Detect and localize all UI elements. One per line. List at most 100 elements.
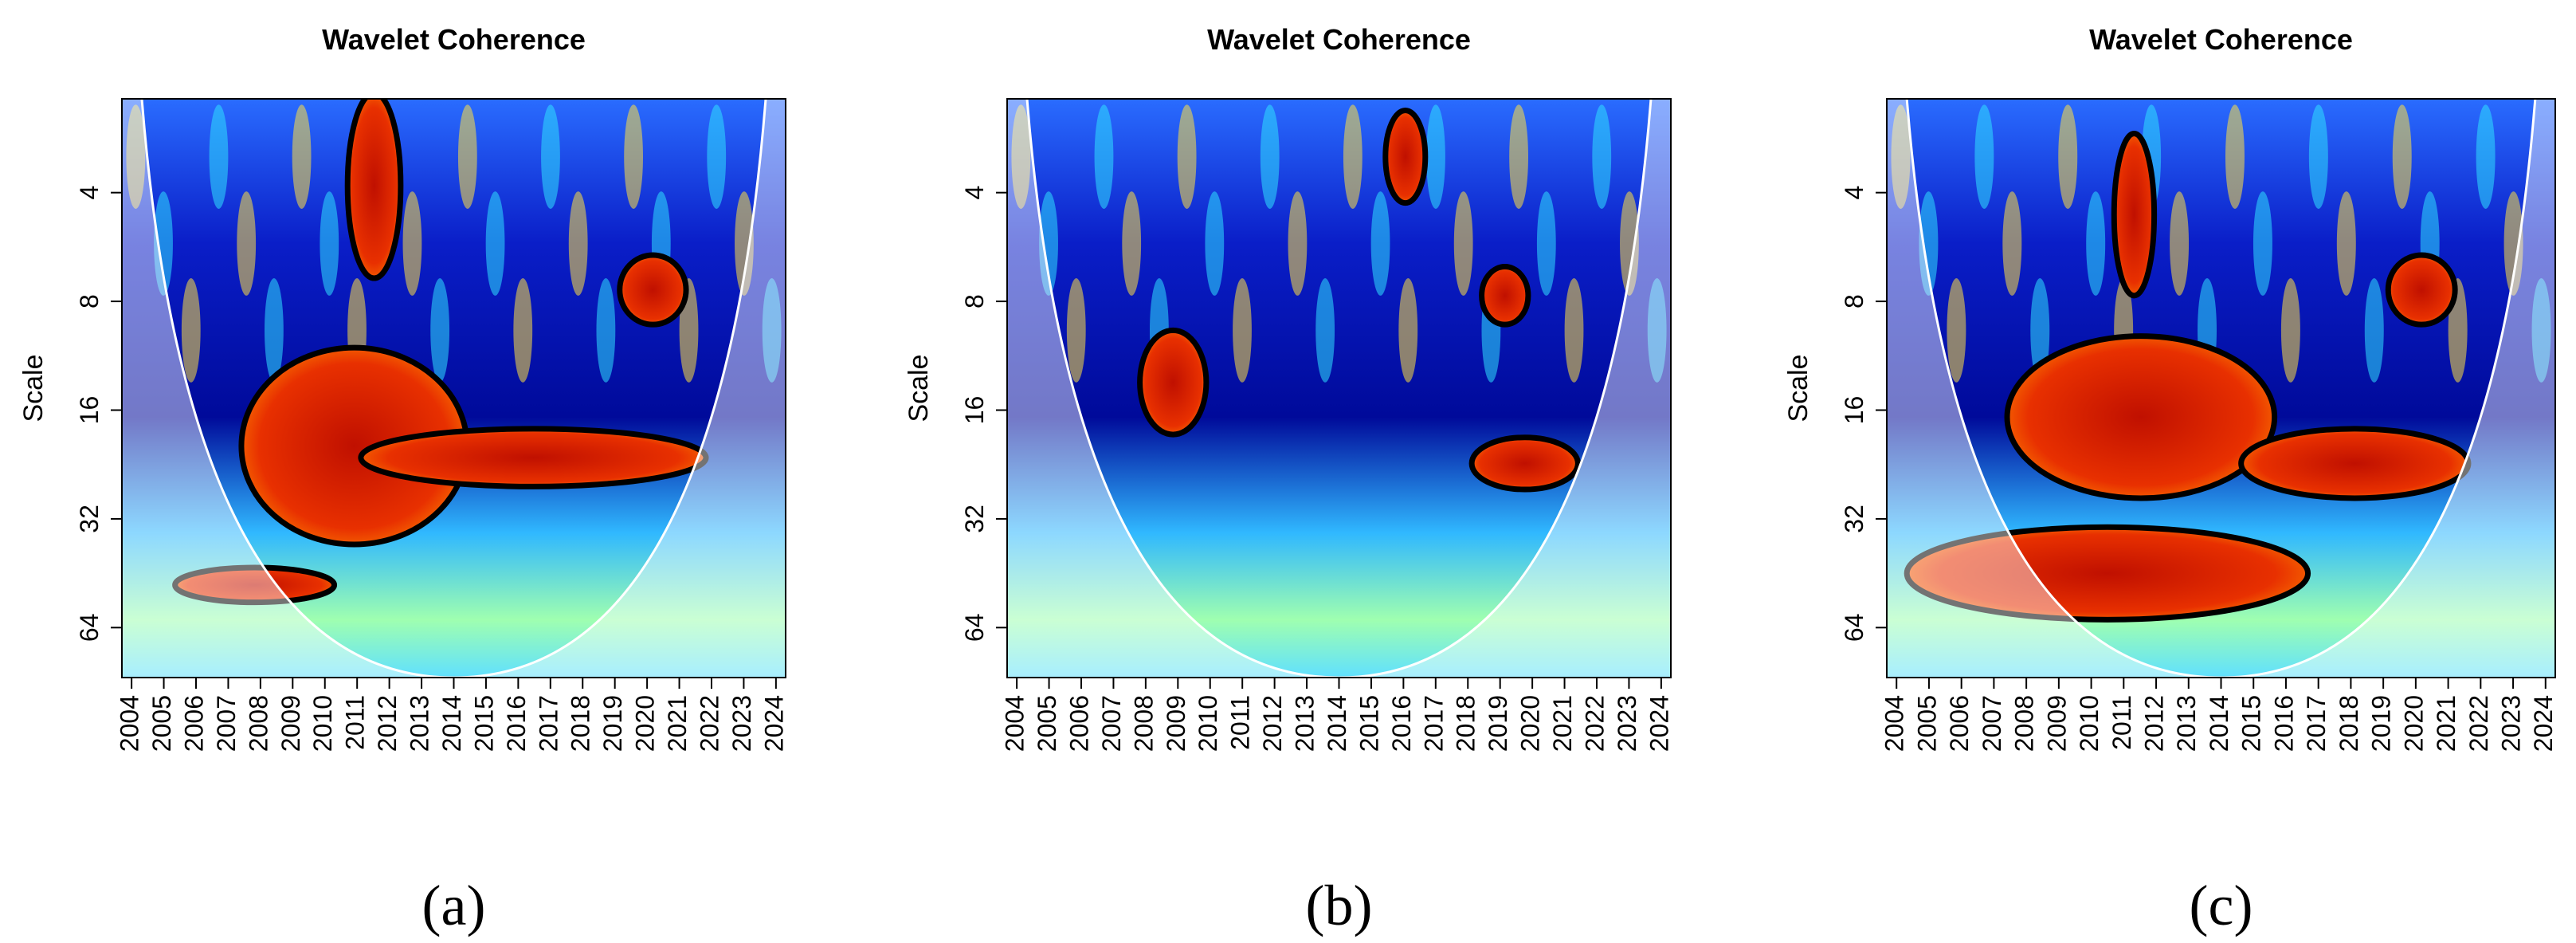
x-tick-label: 2012 — [1258, 695, 1287, 752]
caption: (b) — [1306, 874, 1373, 937]
x-tick-label: 2015 — [469, 695, 498, 752]
x-tick-label: 2017 — [534, 695, 563, 752]
heatmap-stripe — [1011, 104, 1031, 209]
y-tick-label: 32 — [75, 505, 104, 533]
significance-region — [617, 252, 689, 328]
x-tick-label: 2005 — [1033, 695, 1061, 752]
y-tick-label: 8 — [1840, 294, 1868, 308]
heatmap-stripe — [2336, 191, 2356, 296]
cone-line — [1025, 99, 1653, 678]
x-tick-label: 2011 — [1226, 695, 1255, 750]
cone-overlay — [453, 99, 786, 678]
x-tick-label: 2015 — [2237, 695, 2266, 752]
heatmap-stripe — [1453, 191, 1473, 296]
y-tick-label: 4 — [1840, 186, 1868, 200]
heatmap-stripe — [762, 278, 782, 383]
heatmap-stripe — [1620, 191, 1639, 296]
x-tick-label: 2015 — [1355, 695, 1383, 752]
x-tick-label: 2022 — [1580, 695, 1609, 752]
x-tick-label: 2005 — [147, 695, 176, 752]
heatmap-stripe — [1974, 104, 1994, 209]
heatmap-stripe — [1094, 104, 1114, 209]
cone-overlay — [1007, 99, 1339, 678]
heatmap-stripe — [1919, 191, 1939, 296]
heatmap-stripe — [1370, 191, 1390, 296]
x-tick-label: 2021 — [2432, 695, 2460, 752]
x-tick-label: 2010 — [308, 695, 337, 752]
heatmap-stripe — [1564, 278, 1584, 383]
cone-overlay — [1887, 99, 2221, 678]
heatmap-stripe — [1122, 191, 1142, 296]
x-tick-label: 2004 — [1880, 695, 1909, 752]
x-tick-label: 2019 — [1484, 695, 1512, 752]
y-tick-label: 64 — [960, 614, 989, 642]
x-tick-label: 2006 — [1065, 695, 1093, 752]
x-tick-label: 2016 — [502, 695, 531, 752]
panel: 2004 2005 2006 2007 2008 2009 2010 2011 2012 2013… — [904, 23, 1673, 937]
y-tick-label: 16 — [75, 396, 104, 425]
x-tick-label: 2016 — [1387, 695, 1416, 752]
y-tick-label: 4 — [75, 186, 104, 200]
chart-title: Wavelet Coherence — [1207, 23, 1471, 56]
heatmap-stripe — [1288, 191, 1308, 296]
y-tick-label: 32 — [960, 505, 989, 533]
panel: 2004 2005 2006 2007 2008 2009 2010 2011 2012 2013… — [1783, 23, 2558, 937]
x-tick-label: 2014 — [437, 695, 466, 752]
caption: (a) — [422, 874, 486, 937]
heatmap-stripe — [1039, 191, 1058, 296]
x-tick-label: 2009 — [2042, 695, 2071, 752]
x-tick-label: 2009 — [1162, 695, 1190, 752]
heatmap-stripe — [1592, 104, 1612, 209]
heatmap-stripe — [624, 104, 644, 209]
cone-overlay — [1339, 99, 1671, 678]
x-tick-label: 2016 — [2269, 695, 2298, 752]
heatmap-stripe — [2308, 104, 2328, 209]
x-tick-label: 2018 — [1452, 695, 1480, 752]
heatmap-stripe — [707, 104, 727, 209]
heatmap-stripe — [1509, 104, 1529, 209]
heatmap-stripe — [596, 278, 616, 383]
heatmap — [122, 99, 786, 678]
y-tick-label: 64 — [1840, 614, 1868, 642]
significance-region — [1904, 524, 2311, 623]
heatmap-stripe — [1647, 278, 1667, 383]
x-tick-label: 2023 — [1613, 695, 1641, 752]
x-tick-label: 2019 — [598, 695, 627, 752]
y-tick-label: 16 — [1840, 396, 1868, 425]
x-tick-label: 2020 — [631, 695, 660, 752]
heatmap-stripe — [320, 191, 339, 296]
heatmap-stripe — [2170, 191, 2190, 296]
heatmap-stripe — [209, 104, 229, 209]
heatmap-bg — [1007, 99, 1671, 678]
significance-region — [1137, 327, 1210, 438]
heatmap-stripe — [292, 104, 312, 209]
y-axis-label: Scale — [904, 354, 934, 422]
y-axis-label: Scale — [1783, 354, 1813, 422]
heatmap-stripe — [237, 191, 257, 296]
x-tick-label: 2020 — [2399, 695, 2428, 752]
heatmap-stripe — [457, 104, 477, 209]
x-tick-label: 2024 — [759, 695, 788, 752]
heatmap-stripe — [1536, 191, 1556, 296]
y-tick-label: 64 — [75, 614, 104, 642]
heatmap-stripe — [1177, 104, 1197, 209]
heatmap-stripe — [1947, 278, 1966, 383]
heatmap-stripe — [2253, 191, 2272, 296]
heatmap-stripe — [430, 278, 450, 383]
significance-region — [2238, 426, 2472, 501]
x-tick-label: 2023 — [2497, 695, 2526, 752]
heatmap-stripe — [1233, 278, 1252, 383]
x-tick-label: 2018 — [567, 695, 595, 752]
heatmap — [1007, 99, 1671, 678]
x-tick-label: 2012 — [2139, 695, 2168, 752]
x-tick-label: 2013 — [2172, 695, 2201, 752]
heatmap-stripe — [1205, 191, 1225, 296]
caption: (c) — [2190, 874, 2253, 937]
x-tick-label: 2012 — [373, 695, 402, 752]
cone-overlay — [122, 99, 454, 678]
significance-region — [2385, 252, 2458, 328]
heatmap-stripe — [2364, 278, 2384, 383]
x-tick-label: 2021 — [663, 695, 692, 752]
